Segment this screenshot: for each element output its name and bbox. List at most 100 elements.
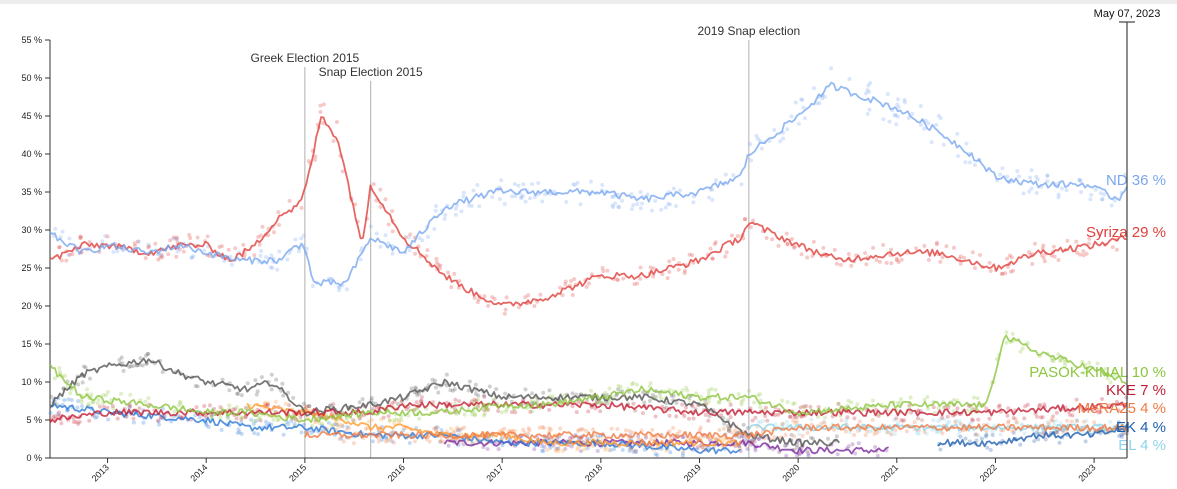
- poll-dot: [516, 183, 521, 188]
- poll-dot: [374, 231, 379, 236]
- poll-dot: [706, 391, 711, 396]
- poll-dot: [821, 419, 826, 424]
- poll-dot: [739, 182, 744, 187]
- end-label-syriza: Syriza 29 %: [1086, 224, 1166, 241]
- poll-dot: [1010, 428, 1015, 433]
- poll-dot: [789, 432, 794, 437]
- poll-dot: [755, 136, 760, 141]
- poll-dot: [369, 395, 374, 400]
- poll-dot: [438, 439, 443, 444]
- poll-dot: [74, 419, 79, 424]
- poll-dot: [273, 399, 278, 404]
- poll-dot: [1074, 397, 1079, 402]
- poll-dot: [957, 419, 962, 424]
- date-cursor[interactable]: May 07, 2023: [1094, 8, 1161, 458]
- poll-dot: [733, 428, 738, 433]
- poll-dot: [885, 430, 890, 435]
- poll-dot: [335, 422, 340, 427]
- poll-dot: [990, 429, 995, 434]
- poll-dot: [576, 400, 581, 405]
- poll-dot: [1041, 255, 1046, 260]
- poll-dot: [920, 418, 925, 423]
- poll-dot: [922, 126, 927, 131]
- poll-dot: [351, 418, 356, 423]
- poll-dot: [66, 397, 71, 402]
- poll-dot: [542, 444, 547, 449]
- poll-dot: [812, 86, 817, 91]
- poll-dot: [958, 434, 963, 439]
- poll-dot: [751, 218, 756, 223]
- poll-dot: [664, 405, 669, 410]
- poll-dot: [665, 276, 670, 281]
- poll-dot: [206, 424, 211, 429]
- poll-dot: [378, 204, 383, 209]
- poll-dot: [521, 182, 526, 187]
- poll-dot: [1056, 192, 1061, 197]
- poll-dot: [865, 87, 870, 92]
- poll-dot: [1037, 404, 1042, 409]
- poll-dot: [326, 420, 331, 425]
- poll-dot: [945, 420, 950, 425]
- poll-dot: [337, 436, 342, 441]
- poll-dot: [614, 393, 619, 398]
- poll-dot: [299, 236, 304, 241]
- poll-dot: [855, 402, 860, 407]
- poll-dot: [1061, 430, 1066, 435]
- poll-dot: [636, 434, 641, 439]
- poll-dot: [881, 242, 886, 247]
- poll-dot: [792, 244, 797, 249]
- poll-dot: [459, 426, 464, 431]
- x-tick-label: 2019: [682, 462, 703, 483]
- poll-dot: [951, 397, 956, 402]
- poll-dot: [772, 435, 777, 440]
- y-tick-label: 5 %: [26, 415, 42, 425]
- poll-dot: [707, 195, 712, 200]
- poll-dot: [697, 435, 702, 440]
- poll-dot: [209, 414, 214, 419]
- y-tick-label: 15 %: [21, 339, 42, 349]
- poll-dot: [492, 296, 497, 301]
- poll-dot: [717, 400, 722, 405]
- poll-dot: [978, 253, 983, 258]
- poll-dot: [615, 427, 620, 432]
- poll-dot: [944, 244, 949, 249]
- poll-dot: [667, 202, 672, 207]
- poll-dot: [605, 268, 610, 273]
- poll-dot: [602, 447, 607, 452]
- poll-dot: [1056, 352, 1061, 357]
- poll-dot: [1063, 360, 1068, 365]
- poll-dot: [127, 405, 132, 410]
- poll-dot: [500, 443, 505, 448]
- poll-dot: [904, 429, 909, 434]
- poll-dot: [843, 429, 848, 434]
- poll-dot: [1081, 419, 1086, 424]
- poll-dot: [386, 438, 391, 443]
- poll-dot: [376, 429, 381, 434]
- poll-dot: [391, 440, 396, 445]
- poll-dot: [67, 252, 72, 257]
- y-tick-label: 45 %: [21, 111, 42, 121]
- x-tick-label: 2018: [583, 462, 604, 483]
- poll-dot: [344, 417, 349, 422]
- poll-dot: [420, 238, 425, 243]
- poll-dot: [397, 418, 402, 423]
- poll-dot: [1050, 414, 1055, 419]
- poll-dot: [57, 245, 62, 250]
- poll-dot: [1011, 430, 1016, 435]
- poll-dot: [475, 183, 480, 188]
- poll-dot: [341, 439, 346, 444]
- end-label-ek: EK 4 %: [1116, 419, 1166, 436]
- poll-dot: [916, 408, 921, 413]
- poll-dot: [1005, 174, 1010, 179]
- poll-dot: [255, 389, 260, 394]
- poll-dot: [1079, 190, 1084, 195]
- poll-dot: [653, 394, 658, 399]
- poll-dot: [239, 431, 244, 436]
- poll-dot: [443, 213, 448, 218]
- poll-dot: [573, 182, 578, 187]
- poll-dot: [1000, 271, 1005, 276]
- poll-dot: [156, 257, 161, 262]
- poll-dot: [1034, 430, 1039, 435]
- poll-dot: [895, 114, 900, 119]
- poll-dot: [964, 141, 969, 146]
